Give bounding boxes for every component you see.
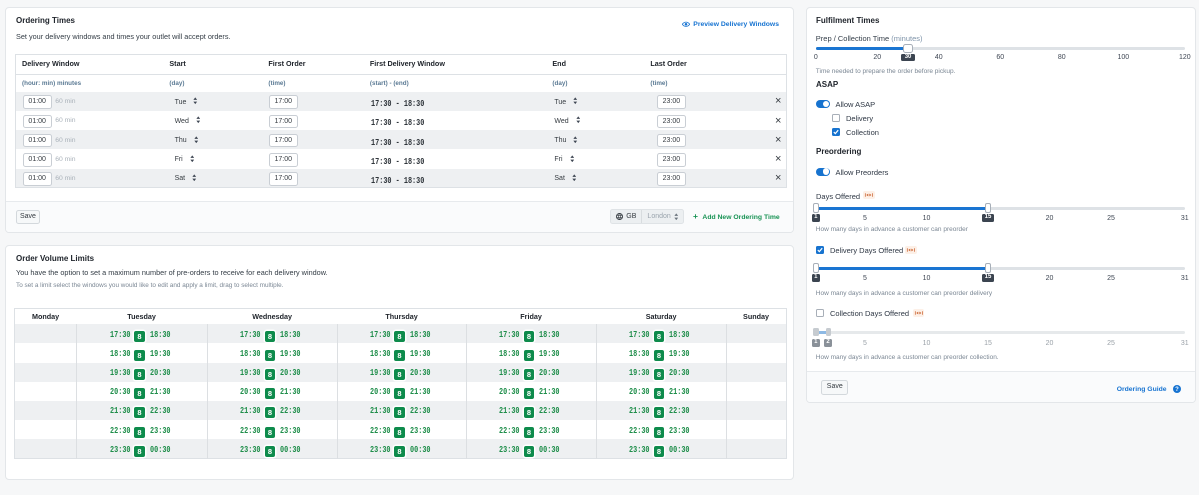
svg-text:?: ? (1175, 387, 1179, 393)
